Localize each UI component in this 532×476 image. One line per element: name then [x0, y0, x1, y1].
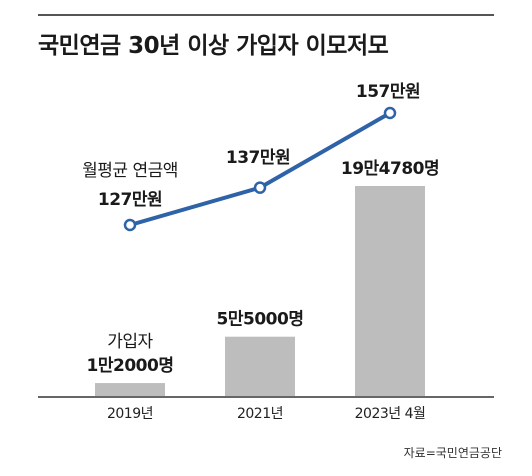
top-rule	[38, 14, 494, 16]
line-point-0	[123, 218, 137, 232]
line-series-name: 월평균 연금액	[82, 161, 178, 181]
bar-series-name: 가입자	[107, 332, 153, 352]
bar-1	[225, 336, 295, 396]
line-point-2	[383, 106, 397, 120]
line-value-label-1: 137만원	[226, 148, 290, 168]
bar-value-label-0: 1만2000명	[87, 356, 174, 376]
x-tick-label-2: 2023년 4월	[355, 406, 426, 422]
x-tick-label-1: 2021년	[237, 406, 283, 422]
bar-0	[95, 383, 165, 396]
x-tick-label-0: 2019년	[107, 406, 153, 422]
source-note: 자료=국민연금공단	[403, 446, 502, 460]
line-value-label-2: 157만원	[356, 82, 420, 102]
bar-value-label-1: 5만5000명	[217, 310, 304, 330]
line-point-1	[253, 181, 267, 194]
bar-value-label-2: 19만4780명	[341, 159, 439, 179]
chart-title: 국민연금 30년 이상 가입자 이모저모	[38, 33, 389, 59]
bar-2	[355, 186, 425, 396]
line-value-label-0: 127만원	[98, 190, 162, 210]
